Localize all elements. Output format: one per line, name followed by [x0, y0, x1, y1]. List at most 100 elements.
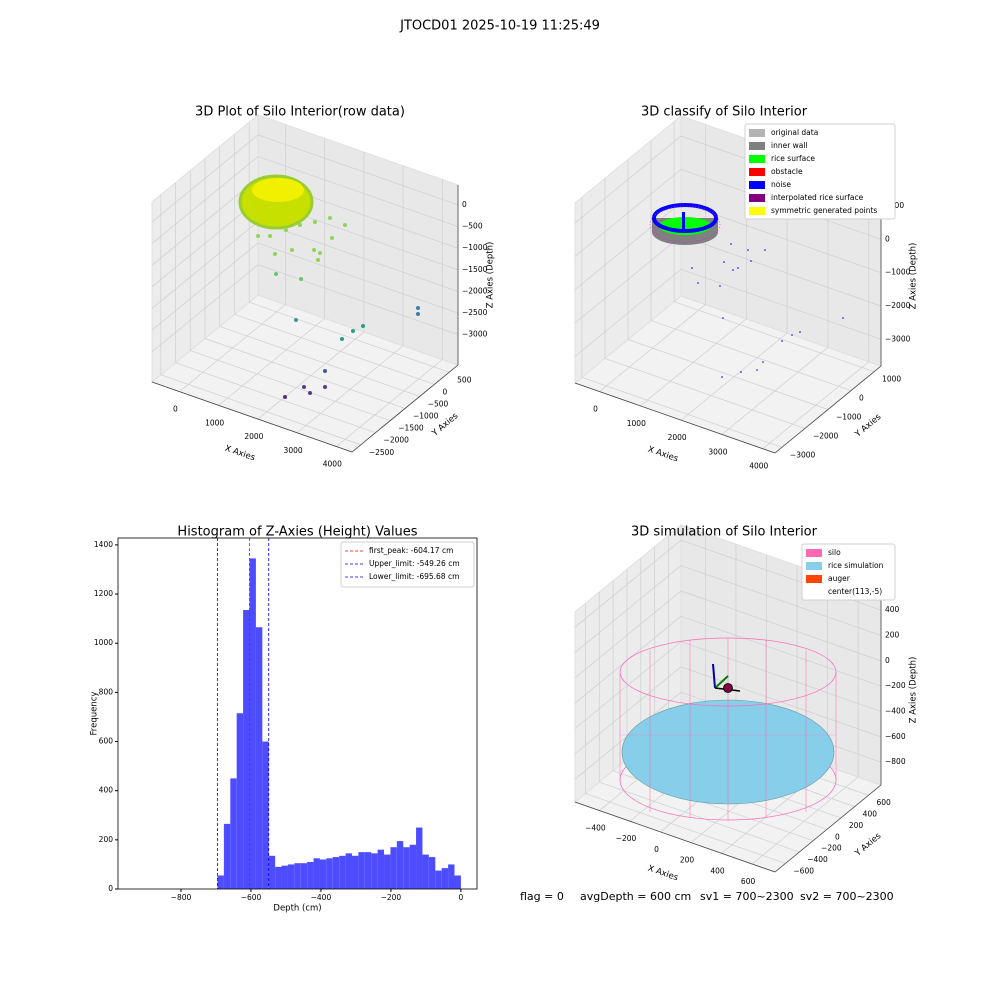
grid-line [673, 301, 875, 373]
x-tick-label: 2000 [244, 432, 263, 441]
z-tick-label: −3000 [885, 334, 911, 343]
decorations [238, 174, 844, 821]
z-tick-label: −200 [885, 681, 906, 690]
y-tick-label: −2000 [813, 431, 839, 440]
z-tick-label: −400 [885, 707, 906, 716]
point-cloud [252, 178, 304, 202]
grid-line [574, 590, 682, 679]
chart-title: Histogram of Z-Axies (Height) Values [177, 525, 417, 540]
bar [236, 713, 244, 889]
x-tick-label: 2000 [668, 433, 687, 442]
y-tick-label: 0 [859, 394, 864, 403]
grid-line [257, 264, 459, 336]
x-axis-label: Depth (cm) [273, 904, 321, 914]
z-tick-label: −2000 [462, 286, 488, 295]
grid-line [574, 269, 682, 357]
x-tick-label: 1000 [205, 418, 224, 427]
y-tick-label: −400 [807, 855, 828, 864]
chart-title: 3D Plot of Silo Interior(row data) [195, 105, 405, 120]
grid-line [680, 590, 882, 662]
bar [345, 853, 353, 889]
legend-label: Lower_limit: -695.68 cm [369, 572, 459, 581]
grid-line [604, 358, 806, 429]
y-tick-label: 1000 [94, 638, 113, 647]
z-tick-label: −1500 [462, 265, 488, 274]
axis-line [574, 801, 776, 873]
grid-line [257, 221, 459, 292]
legend-swatch [749, 207, 765, 215]
legend-label: auger [828, 574, 851, 583]
x-tick-label: 4000 [749, 462, 768, 471]
z-tick-label: 0 [885, 234, 890, 243]
legend-label: interpolated rice surface [771, 193, 864, 202]
legend-label: symmetric generated points [771, 206, 877, 215]
y-tick-label: 200 [99, 835, 114, 844]
legend-swatch [806, 562, 822, 570]
grid-line [249, 301, 450, 373]
grid-line [574, 666, 682, 755]
interpolated-surface [649, 205, 721, 243]
x-tick-label: 3000 [284, 446, 303, 455]
chart-title: 3D simulation of Silo Interior [631, 525, 818, 540]
x-tick-label: 1000 [627, 419, 646, 428]
axis-line [351, 364, 459, 453]
bar [217, 875, 224, 889]
x-tick-label: 400 [710, 866, 725, 875]
x-tick-label: −400 [585, 824, 606, 833]
z-tick-label: 0 [885, 656, 890, 665]
x-tick-label: 4000 [323, 460, 342, 469]
x-tick-label: −800 [171, 893, 192, 902]
footer-flag: flag = 0 [520, 890, 564, 903]
y-tick-label: −3000 [790, 450, 816, 459]
bar [371, 853, 378, 889]
y-tick-label: 400 [99, 786, 114, 795]
points [682, 212, 844, 378]
z-tick-label: −1000 [885, 268, 911, 277]
x-tick-label: 0 [173, 405, 178, 414]
z-tick-label: 400 [885, 605, 900, 614]
grid-line [680, 615, 882, 687]
bar [223, 823, 231, 889]
grid-line [257, 134, 459, 206]
grid-line [151, 221, 259, 309]
bar [281, 865, 288, 889]
legend-swatch [749, 142, 765, 150]
bar [352, 855, 359, 889]
z-tick-label: 0 [462, 200, 467, 209]
y-tick-label: −1000 [836, 413, 862, 422]
figure-title: JTOCD01 2025-10-19 11:25:49 [399, 19, 600, 34]
grid-line [190, 350, 391, 421]
bar [422, 854, 429, 889]
legend-swatch [749, 194, 765, 202]
bar [319, 859, 327, 889]
grid-line [219, 326, 420, 397]
grid-line [234, 314, 435, 385]
bar [390, 847, 397, 889]
chart-title: 3D classify of Silo Interior [641, 105, 808, 120]
y-tick-label: 1400 [94, 540, 113, 549]
legend-swatch [749, 168, 765, 176]
auger-axis [714, 675, 729, 689]
grid-line [680, 235, 882, 307]
bar [275, 866, 282, 889]
z-tick-label: −2000 [885, 301, 911, 310]
y-tick-label: 1000 [882, 375, 901, 384]
bar [287, 864, 295, 889]
bar [300, 863, 308, 889]
legend-label: original data [771, 128, 818, 137]
legend-box [340, 541, 475, 588]
footer-depth: avgDepth = 600 cm [580, 890, 691, 903]
bar [313, 858, 320, 889]
z-tick-label: 200 [885, 631, 900, 640]
legend-label: noise [771, 180, 791, 189]
bar [255, 627, 263, 889]
z-axis-label: Z Axies (Depth) [486, 242, 496, 309]
grid-line [650, 320, 852, 391]
footer: flag = 0 avgDepth = 600 cm sv1 = 700~230… [520, 890, 894, 903]
legend-swatch [806, 588, 822, 596]
legend-label: Upper_limit: -549.26 cm [369, 559, 460, 568]
x-tick-label: −200 [381, 893, 402, 902]
bar [428, 857, 436, 889]
legend-swatch [806, 575, 822, 583]
